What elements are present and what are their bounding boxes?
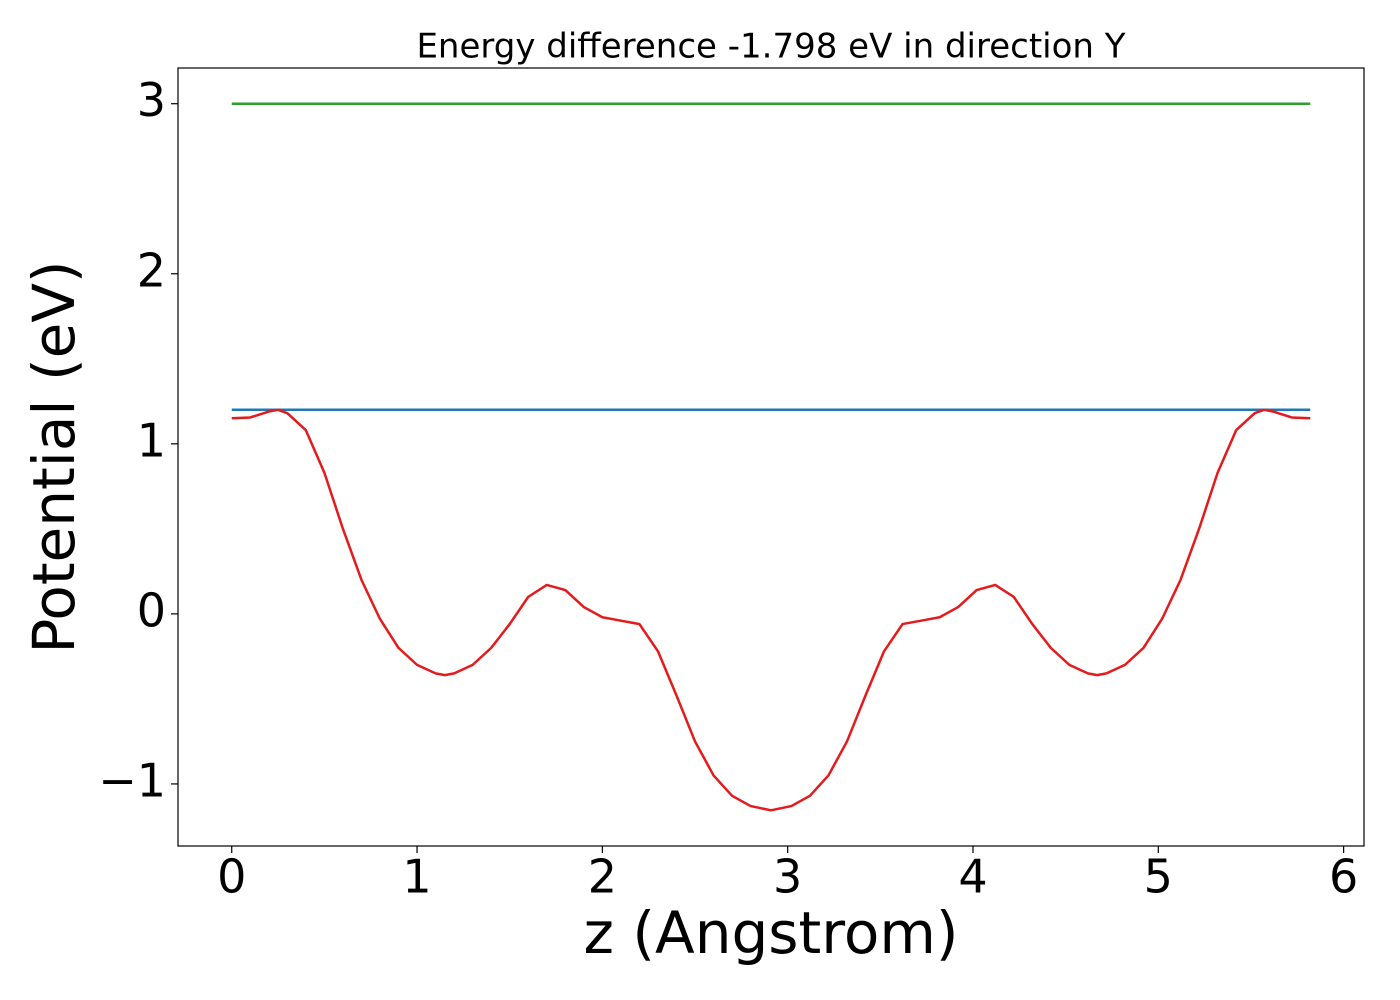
x-axis-label: z (Angstrom) [584, 899, 959, 967]
x-tick-label: 3 [773, 850, 802, 904]
y-tick-label: 2 [137, 243, 166, 297]
y-tick-label: 3 [137, 73, 166, 127]
x-tick-label: 5 [1144, 850, 1173, 904]
x-tick-label: 0 [217, 850, 246, 904]
plot-frame [177, 67, 1365, 847]
line-series [231, 408, 1311, 812]
x-tick-label: 4 [958, 850, 987, 904]
y-tick-label: 0 [137, 583, 166, 637]
y-tick-label: 1 [137, 413, 166, 467]
x-tick-label: 6 [1329, 850, 1358, 904]
chart-title: Energy difference -1.798 eV in direction… [416, 27, 1125, 67]
y-axis-label: Potential (eV) [20, 260, 88, 653]
x-tick-label: 1 [402, 850, 431, 904]
y-tick-label: −1 [98, 753, 166, 807]
x-tick-label: 2 [588, 850, 617, 904]
